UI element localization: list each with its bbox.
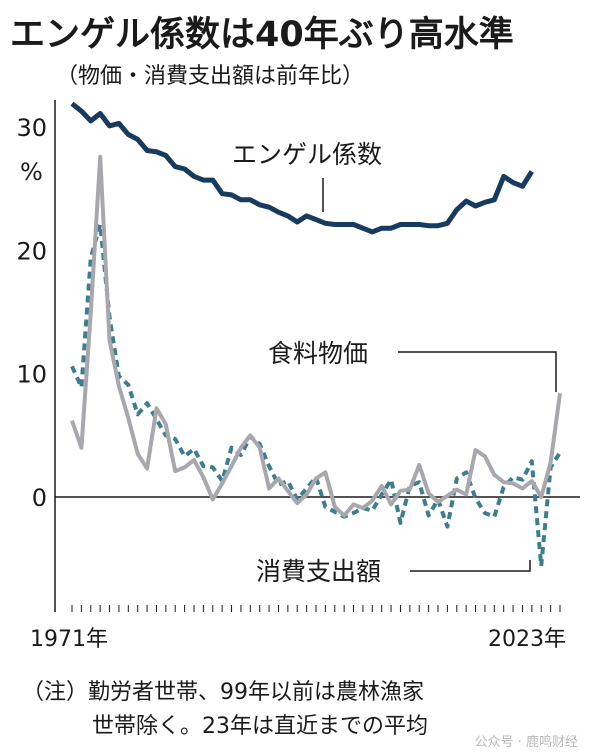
y-tick-label: 30 [16,114,47,142]
chart-title: エンゲル係数は40年ぶり高水準 [10,15,514,55]
engel-callout-label: エンゲル係数 [232,140,382,169]
series-engel-coefficient [70,101,534,235]
y-tick-label: 20 [16,237,47,265]
footnote-line-2: 世帯除く。23年は直近までの平均 [92,714,428,739]
chart-subtitle: （物価・消費支出額は前年比） [56,64,365,89]
y-tick-label: 10 [16,361,47,389]
x-start-label: 1971年 [30,627,108,652]
series-food-price [70,154,562,518]
food-price-leader-line [398,351,557,392]
watermark: 公众号 · 鹿鸣财经 [474,735,578,750]
y-tick-label: 0 [32,484,47,512]
footnote-line-1: （注）勤労者世帯、99年以前は農林漁家 [22,680,424,705]
series-consumption [70,222,562,568]
consumption-leader-line [410,560,531,572]
x-end-label: 2023年 [488,627,566,652]
food-price-callout-label: 食料物価 [268,339,368,368]
chart-series [70,101,562,568]
consumption-callout-label: 消費支出額 [256,557,381,586]
chart-axes: 0 10 20 30% 1971年 2023年 [16,100,580,652]
y-unit-label: % [20,158,43,186]
